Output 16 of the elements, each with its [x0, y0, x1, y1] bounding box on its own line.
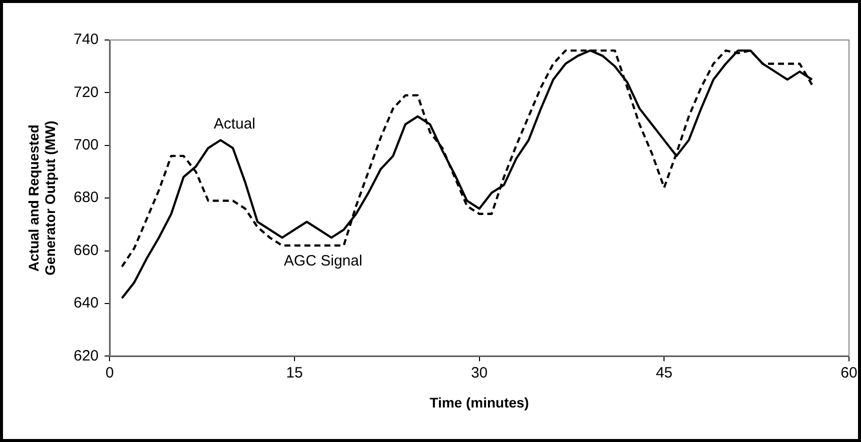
- y-tick-label: 740: [74, 31, 99, 48]
- y-tick-label: 660: [74, 242, 99, 259]
- series-label: AGC Signal: [284, 252, 362, 270]
- x-tick-label: 0: [105, 364, 114, 382]
- y-tick-label: 700: [74, 136, 99, 154]
- series-label: Actual: [214, 115, 256, 132]
- y-axis-title: Actual and Requested Generator Output (MW): [25, 120, 58, 276]
- y-tick-label: 680: [74, 189, 99, 206]
- y-tick-label: 620: [74, 347, 99, 364]
- y-tick-label: 720: [74, 84, 99, 101]
- x-tick-label: 30: [470, 364, 488, 382]
- x-axis-title: Time (minutes): [430, 394, 529, 410]
- x-tick-label: 15: [286, 364, 303, 382]
- x-tick-label: 60: [840, 364, 858, 382]
- x-tick-label: 45: [656, 364, 672, 382]
- y-tick-label: 640: [74, 294, 99, 312]
